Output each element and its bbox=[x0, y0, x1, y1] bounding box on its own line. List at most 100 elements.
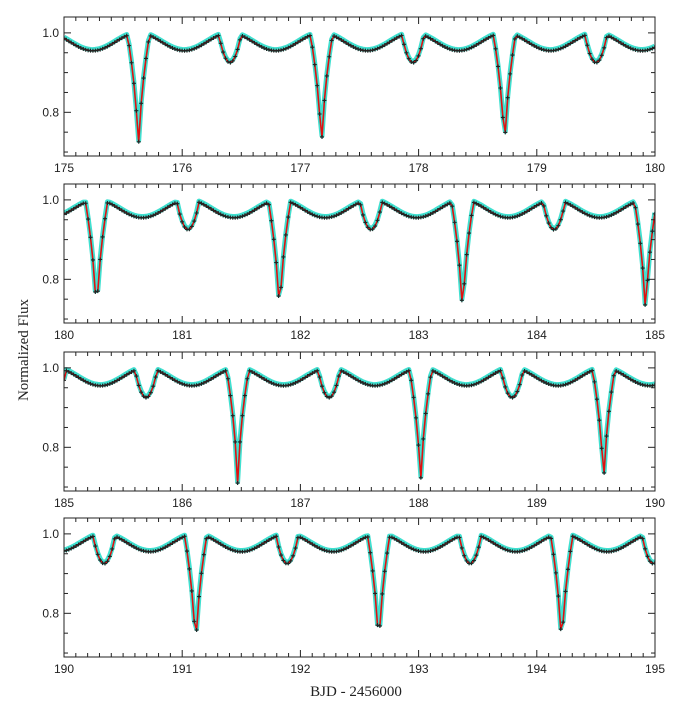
data-point bbox=[409, 59, 414, 64]
data-point bbox=[303, 375, 308, 380]
data-point bbox=[616, 209, 621, 214]
data-point bbox=[307, 211, 312, 216]
data-point bbox=[223, 368, 228, 373]
data-point bbox=[604, 434, 609, 439]
data-point bbox=[512, 393, 517, 398]
data-point bbox=[488, 210, 493, 215]
data-point bbox=[628, 540, 633, 545]
data-point bbox=[115, 378, 120, 383]
data-point bbox=[377, 210, 382, 215]
data-point bbox=[95, 48, 100, 53]
data-point bbox=[310, 212, 315, 217]
data-point bbox=[307, 33, 312, 38]
data-point bbox=[192, 619, 197, 624]
data-point bbox=[300, 206, 305, 211]
data-point bbox=[491, 33, 496, 38]
data-point bbox=[211, 36, 216, 41]
data-point bbox=[621, 372, 626, 377]
data-point bbox=[206, 205, 211, 210]
data-point bbox=[563, 382, 568, 387]
data-point bbox=[324, 73, 329, 78]
data-point bbox=[112, 536, 117, 541]
data-point bbox=[553, 48, 558, 53]
data-point bbox=[336, 549, 341, 554]
panel-4: 190 191 192 193 194 195 0.8 1.0 bbox=[42, 517, 665, 676]
data-point bbox=[469, 561, 474, 566]
data-point bbox=[124, 33, 129, 38]
data-point bbox=[647, 250, 652, 255]
data-point bbox=[346, 372, 351, 377]
data-point bbox=[216, 540, 221, 545]
data-point bbox=[153, 549, 158, 554]
data-point bbox=[631, 539, 636, 544]
data-point bbox=[416, 443, 421, 448]
data-point bbox=[452, 220, 457, 225]
data-point bbox=[320, 134, 325, 139]
data-point bbox=[575, 37, 580, 42]
data-point bbox=[546, 382, 551, 387]
data-point bbox=[295, 379, 300, 384]
data-point bbox=[638, 535, 643, 540]
data-point bbox=[317, 546, 322, 551]
data-point bbox=[199, 571, 204, 576]
data-point bbox=[503, 384, 508, 389]
data-point bbox=[209, 37, 214, 42]
data-point bbox=[563, 44, 568, 49]
data-point bbox=[394, 537, 399, 542]
data-point bbox=[522, 210, 527, 215]
data-point bbox=[141, 76, 146, 81]
data-point bbox=[512, 36, 517, 41]
data-point bbox=[544, 536, 549, 541]
data-point bbox=[570, 40, 575, 45]
data-point bbox=[197, 200, 202, 205]
data-point bbox=[351, 375, 356, 380]
data-point bbox=[549, 225, 554, 230]
data-point bbox=[257, 205, 262, 210]
data-point bbox=[78, 541, 83, 546]
data-point bbox=[580, 34, 585, 39]
data-point bbox=[264, 539, 269, 544]
data-point bbox=[498, 545, 503, 550]
data-point bbox=[447, 539, 452, 544]
data-point bbox=[496, 543, 501, 548]
data-point bbox=[281, 558, 286, 563]
data-point bbox=[587, 369, 592, 374]
data-point bbox=[534, 375, 539, 380]
data-point bbox=[626, 542, 631, 547]
data-point bbox=[537, 377, 542, 382]
data-point bbox=[452, 380, 457, 385]
data-point bbox=[194, 383, 199, 388]
data-point bbox=[486, 537, 491, 542]
data-point bbox=[245, 212, 250, 217]
data-point bbox=[447, 201, 452, 206]
data-point bbox=[78, 202, 83, 207]
data-point bbox=[163, 545, 168, 550]
data-point bbox=[394, 208, 399, 213]
data-point bbox=[455, 381, 460, 386]
data-point bbox=[488, 539, 493, 544]
plot-area bbox=[64, 366, 655, 486]
data-point bbox=[539, 201, 544, 206]
data-point bbox=[353, 46, 358, 51]
data-point bbox=[175, 379, 180, 384]
data-point bbox=[163, 42, 168, 47]
data-point bbox=[435, 371, 440, 376]
data-point bbox=[317, 375, 322, 380]
data-point bbox=[346, 545, 351, 550]
data-point bbox=[438, 372, 443, 377]
data-point bbox=[269, 536, 274, 541]
data-point bbox=[382, 381, 387, 386]
data-point bbox=[580, 373, 585, 378]
data-point bbox=[206, 38, 211, 43]
data-point bbox=[428, 212, 433, 217]
data-point bbox=[561, 620, 566, 625]
data-point bbox=[527, 546, 532, 551]
data-point bbox=[184, 549, 189, 554]
data-point bbox=[127, 212, 132, 217]
data-point bbox=[493, 542, 498, 547]
data-point bbox=[168, 375, 173, 380]
data-point bbox=[199, 43, 204, 48]
y-tick-label: 0.8 bbox=[42, 440, 59, 454]
data-point bbox=[204, 204, 209, 209]
